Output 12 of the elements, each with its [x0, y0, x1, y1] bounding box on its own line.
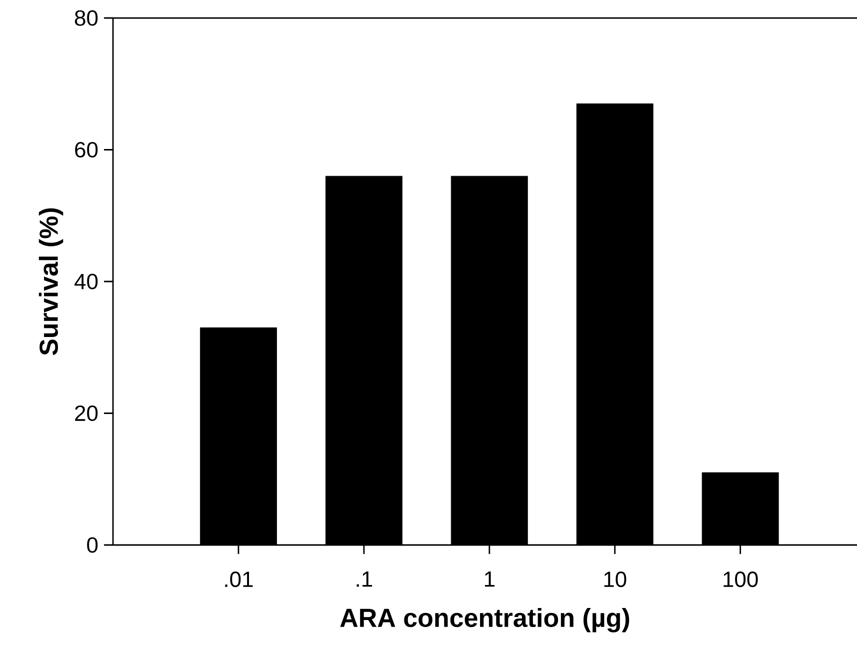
x-tick-label: .01: [225, 572, 253, 588]
y-axis-title: Survival (%): [38, 208, 64, 356]
x-tick-label: 1: [484, 572, 494, 587]
x-tick-label: 10: [604, 572, 626, 588]
x-tick-label: .1: [356, 572, 372, 587]
y-tick-label: 20: [75, 405, 98, 422]
y-tick-label: 60: [75, 142, 98, 158]
y-tick-label: 80: [74, 10, 98, 26]
y-tick-label: 0: [87, 537, 98, 553]
y-tick-label: 40: [74, 274, 98, 290]
x-tick-label: 100: [724, 572, 758, 588]
x-axis-title: ARA concentration (µg): [340, 608, 630, 632]
